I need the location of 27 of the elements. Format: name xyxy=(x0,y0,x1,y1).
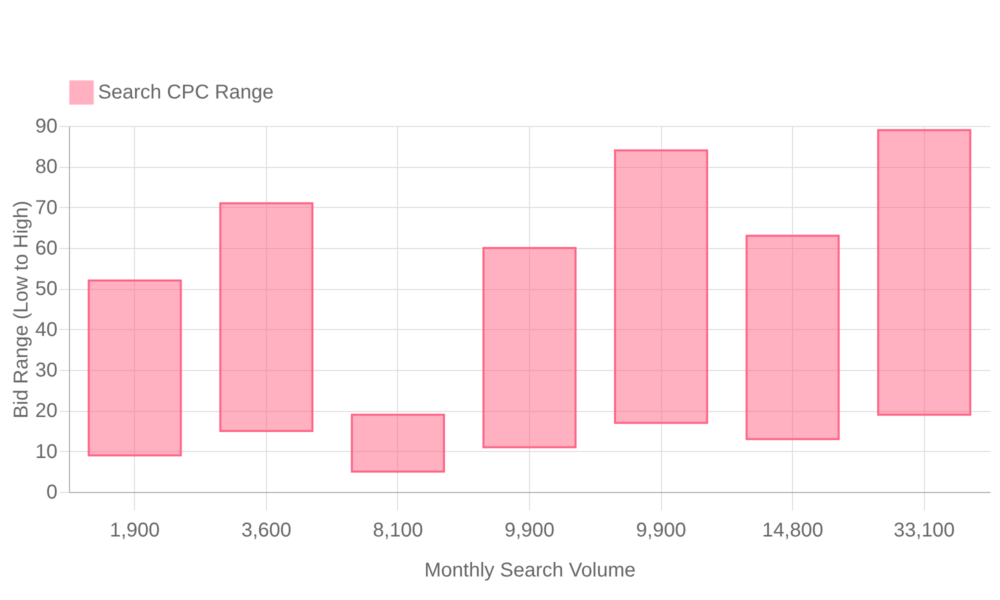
bar xyxy=(219,202,314,432)
x-tick-label: 9,900 xyxy=(504,520,555,542)
y-tick-label: 40 xyxy=(35,318,58,341)
x-axis-title: Monthly Search Volume xyxy=(424,560,636,582)
bar xyxy=(746,234,840,440)
y-tick-label: 50 xyxy=(35,278,58,300)
y-tick-label: 90 xyxy=(35,116,58,138)
y-tick-label: 60 xyxy=(35,238,58,260)
x-tick-label: 33,100 xyxy=(894,520,955,542)
x-tick-label: 3,600 xyxy=(241,520,292,542)
y-tick-label: 10 xyxy=(35,440,58,463)
y-tick-label: 70 xyxy=(35,196,58,219)
x-tick-label: 9,900 xyxy=(636,520,686,542)
bar xyxy=(877,129,972,416)
y-tick-label: 20 xyxy=(35,400,58,422)
y-tick-label: 30 xyxy=(35,360,58,382)
y-tick-label: 80 xyxy=(35,156,58,178)
bar xyxy=(88,280,182,456)
x-tick-label: 8,100 xyxy=(372,520,423,542)
legend-label: Search CPC Range xyxy=(98,82,274,104)
y-tick-label: 0 xyxy=(46,482,58,504)
bar xyxy=(614,149,708,424)
bar xyxy=(482,247,577,448)
x-tick-label: 1,900 xyxy=(110,520,160,542)
x-tick-label: 14,800 xyxy=(762,520,824,542)
bar xyxy=(350,414,445,473)
y-axis-title: Bid Range (Low to High) xyxy=(10,200,32,418)
